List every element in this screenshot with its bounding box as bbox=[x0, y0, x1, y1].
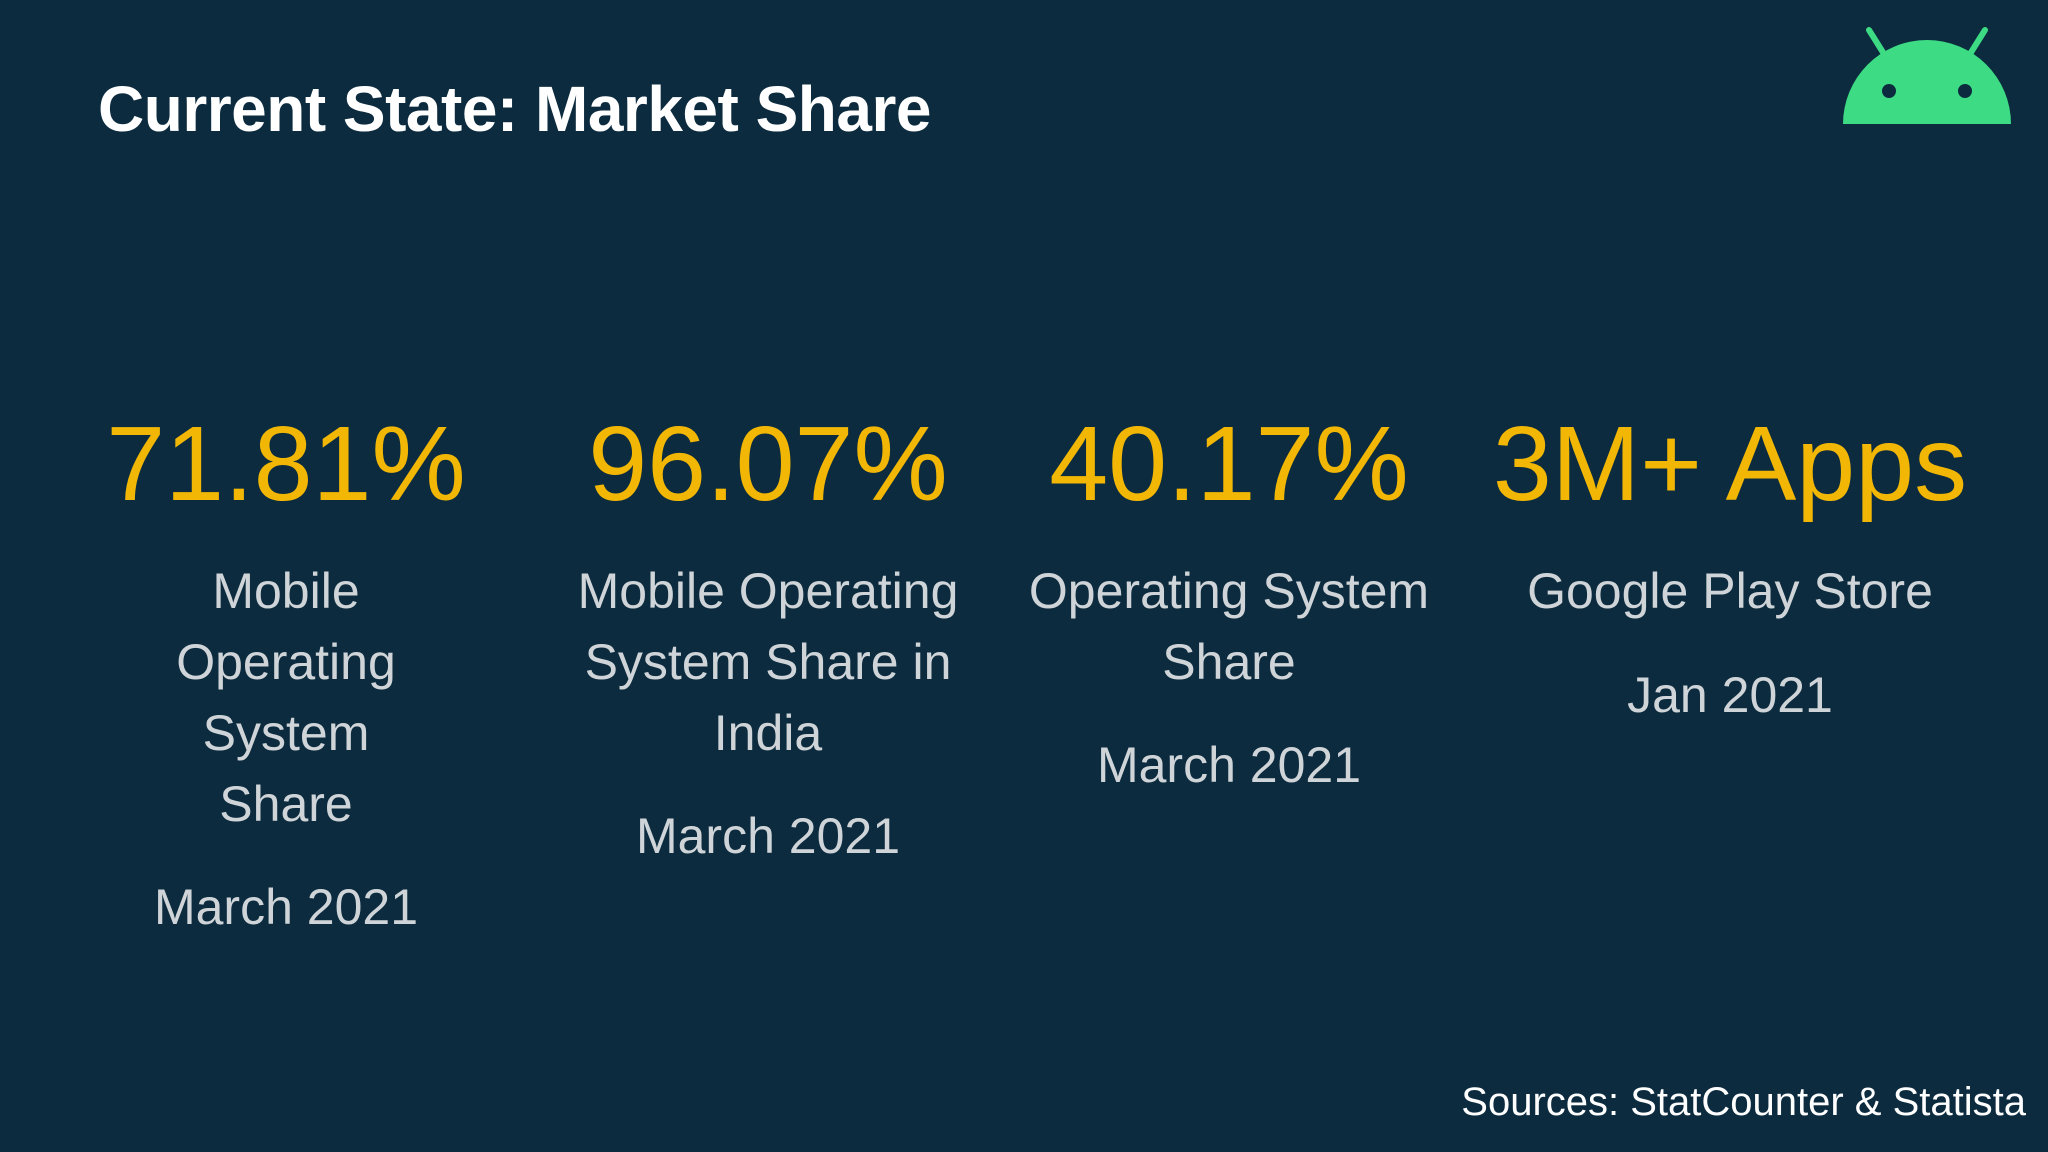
stat-value: 3M+ Apps bbox=[1492, 405, 1968, 523]
sources-footnote: Sources: StatCounter & Statista bbox=[1461, 1080, 2026, 1124]
stat-label: Operating System Share bbox=[1028, 563, 1430, 690]
stat-label: Mobile Operating System Share bbox=[176, 563, 396, 832]
stat-label: Mobile Operating System Share in India bbox=[577, 563, 959, 761]
stat-date: Jan 2021 bbox=[1627, 667, 1833, 723]
stat-value: 96.07% bbox=[588, 405, 948, 523]
stat-date: March 2021 bbox=[635, 808, 901, 864]
stat-value: 40.17% bbox=[1049, 405, 1409, 523]
stat-value: 71.81% bbox=[106, 405, 466, 523]
stat-mobile-os-share-india: 96.07% Mobile Operating System Share in … bbox=[528, 402, 1008, 872]
stat-play-store-apps: 3M+ Apps Google Play Store Jan 2021 bbox=[1490, 402, 1970, 731]
stat-date: March 2021 bbox=[1096, 737, 1362, 793]
android-robot-icon bbox=[1843, 27, 2011, 124]
stat-date: March 2021 bbox=[153, 879, 419, 935]
slide-title: Current State: Market Share bbox=[98, 73, 931, 145]
stat-mobile-os-share: 71.81% Mobile Operating System Share Mar… bbox=[46, 402, 526, 943]
stat-os-share: 40.17% Operating System Share March 2021 bbox=[989, 402, 1469, 801]
stat-label: Google Play Store bbox=[1527, 563, 1933, 619]
